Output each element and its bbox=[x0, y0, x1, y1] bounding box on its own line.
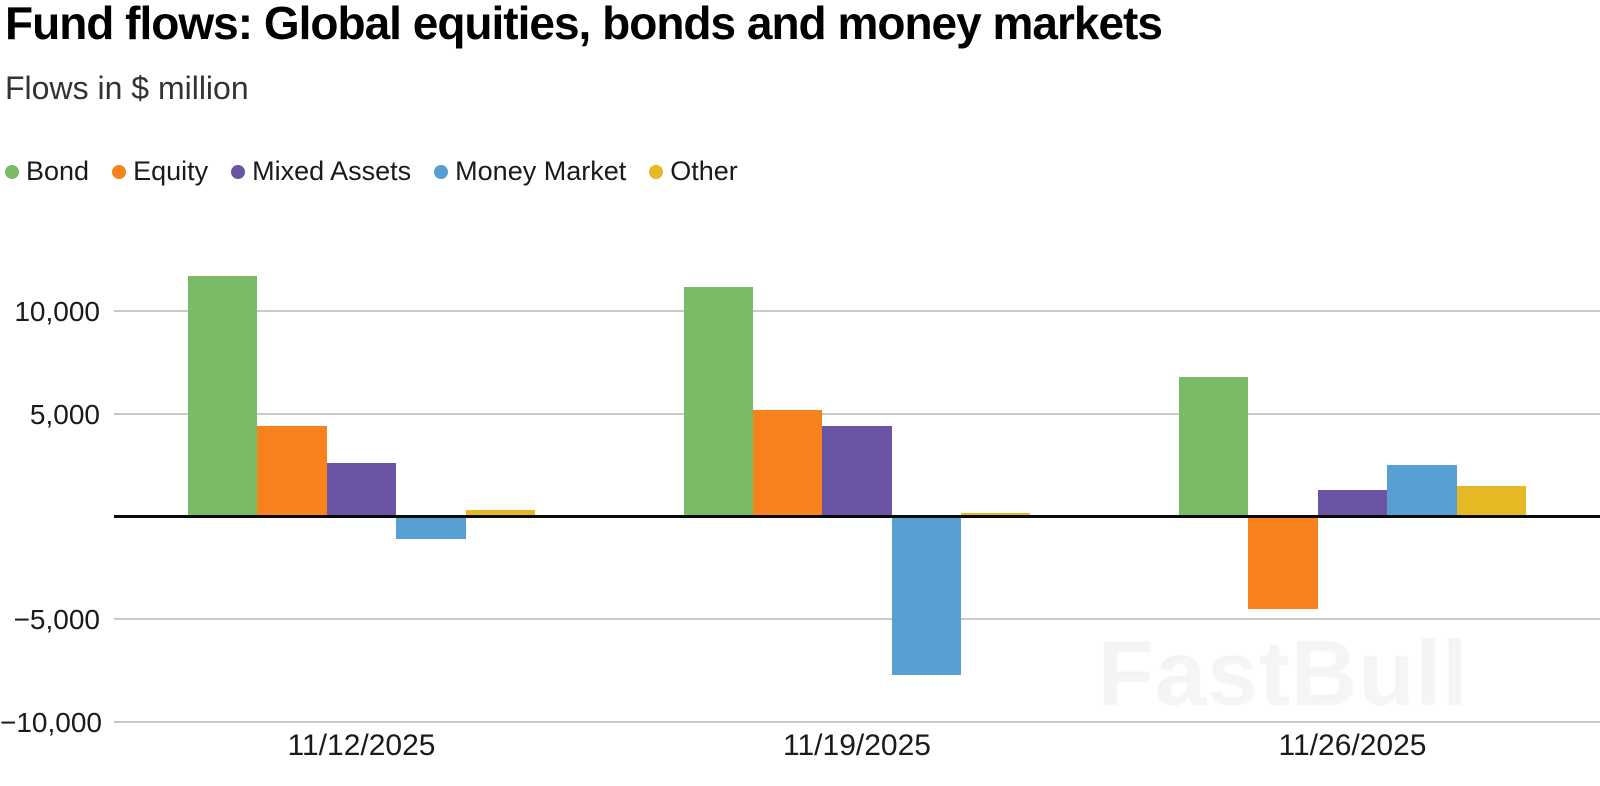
bar-bond-11-12-2025 bbox=[188, 276, 258, 517]
legend-label-other: Other bbox=[670, 156, 738, 186]
gridline-5000 bbox=[114, 412, 1600, 415]
legend-item-other: Other bbox=[649, 156, 738, 187]
chart-legend: Bond Equity Mixed Assets Money Market Other bbox=[5, 156, 738, 187]
legend-item-mixed-assets: Mixed Assets bbox=[231, 156, 411, 187]
bar-equity-11-12-2025 bbox=[257, 426, 327, 517]
legend-dot-money-market bbox=[434, 164, 449, 179]
gridline--10000 bbox=[114, 720, 1600, 723]
legend-label-money-market: Money Market bbox=[455, 156, 627, 186]
zero-axis-line bbox=[114, 514, 1600, 519]
bar-mixed-assets-11-12-2025 bbox=[326, 463, 397, 517]
legend-label-equity: Equity bbox=[133, 156, 209, 186]
x-axis-label-11-26-2025: 11/26/2025 bbox=[1278, 729, 1427, 762]
x-axis-label-11-12-2025: 11/12/2025 bbox=[287, 729, 436, 762]
bar-money-market-11-19-2025 bbox=[891, 516, 962, 675]
bar-mixed-assets-11-26-2025 bbox=[1317, 489, 1388, 517]
bar-money-market-11-26-2025 bbox=[1387, 465, 1457, 517]
legend-dot-mixed-assets bbox=[231, 164, 246, 179]
legend-dot-equity bbox=[112, 164, 127, 179]
bar-bond-11-26-2025 bbox=[1179, 376, 1249, 517]
legend-label-mixed-assets: Mixed Assets bbox=[252, 156, 412, 186]
bar-other-11-12-2025 bbox=[465, 510, 535, 517]
y-axis-label-5000: 5,000 bbox=[29, 398, 100, 430]
x-axis-label-11-19-2025: 11/19/2025 bbox=[783, 729, 931, 762]
y-axis-label--10000: −10,000 bbox=[0, 706, 102, 738]
bar-equity-11-26-2025 bbox=[1248, 516, 1318, 609]
watermark: FastBull bbox=[1098, 623, 1469, 725]
y-axis-label-10000: 10,000 bbox=[14, 296, 100, 328]
legend-item-equity: Equity bbox=[112, 156, 208, 187]
bar-bond-11-19-2025 bbox=[683, 286, 753, 517]
legend-label-bond: Bond bbox=[26, 156, 90, 186]
legend-dot-bond bbox=[5, 164, 19, 179]
bar-equity-11-19-2025 bbox=[752, 409, 823, 517]
chart-subtitle: Flows in $ million bbox=[5, 70, 249, 106]
gridline-10000 bbox=[114, 310, 1600, 313]
bar-mixed-assets-11-19-2025 bbox=[822, 426, 892, 517]
legend-item-bond: Bond bbox=[5, 156, 89, 187]
bar-money-market-11-12-2025 bbox=[396, 516, 466, 540]
y-axis-label--5000: −5,000 bbox=[13, 604, 100, 636]
gridline--5000 bbox=[114, 618, 1600, 621]
chart-title: Fund flows: Global equities, bonds and m… bbox=[5, 0, 1163, 49]
legend-dot-other bbox=[649, 164, 664, 179]
legend-item-money-market: Money Market bbox=[434, 156, 626, 187]
bar-other-11-26-2025 bbox=[1456, 485, 1526, 517]
